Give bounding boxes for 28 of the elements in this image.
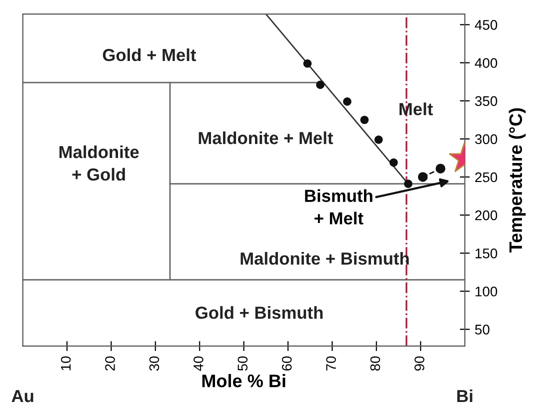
x-tick-label: 90 xyxy=(414,356,424,371)
x-axis-title: Mole % Bi xyxy=(202,374,286,388)
y-tick-label: 450 xyxy=(474,20,498,30)
y-axis-title: Temperature (°C) xyxy=(508,108,526,253)
y-tick-label: 200 xyxy=(475,210,498,220)
y-tick-label: 50 xyxy=(475,324,490,334)
annotation: Bismuth + Melt xyxy=(305,189,372,224)
y-tick-label: 100 xyxy=(476,286,498,296)
x-tick-label: 80 xyxy=(370,356,380,371)
y-tick-label: 250 xyxy=(475,172,498,182)
x-tick-label: 40 xyxy=(194,356,204,371)
text: Au xyxy=(12,390,34,402)
annotation: Maldonite + Gold xyxy=(59,145,139,181)
x-tick-label: 20 xyxy=(105,356,115,371)
text: Bi xyxy=(457,389,472,402)
annotation: Maldonite + Bismuth xyxy=(240,252,409,265)
x-tick-label: 10 xyxy=(60,356,71,370)
x-tick-label: 70 xyxy=(326,356,336,371)
annotation: Gold + Melt xyxy=(102,48,196,62)
y-tick-label: 150 xyxy=(476,248,498,258)
x-tick-label: 30 xyxy=(149,356,160,371)
y-tick-label: 350 xyxy=(475,96,498,106)
annotation: Gold + Bismuth xyxy=(196,306,323,319)
x-tick-label: 60 xyxy=(282,356,292,371)
x-tick-label: 50 xyxy=(238,356,248,371)
y-tick-label: 400 xyxy=(474,58,498,68)
annotation: Maldonite + Melt xyxy=(198,131,334,144)
y-tick-label: 300 xyxy=(475,134,498,144)
